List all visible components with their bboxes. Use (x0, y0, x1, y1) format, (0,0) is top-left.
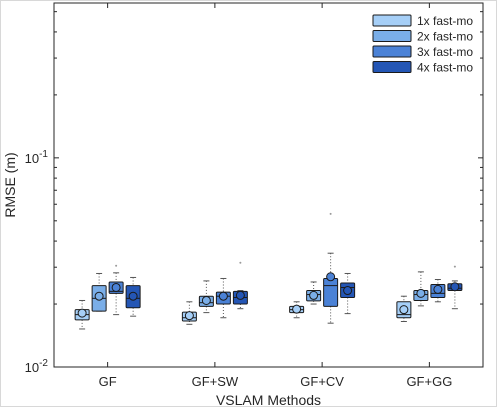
box (430, 279, 446, 303)
x-tick-label: GF+GG (406, 374, 452, 389)
x-axis-label: VSLAM Methods (216, 392, 321, 408)
mean-marker (128, 291, 138, 301)
mean-marker (184, 311, 194, 321)
legend-label: 2x fast-mo (417, 30, 473, 44)
box (340, 272, 356, 315)
box (91, 272, 107, 312)
mean-marker (235, 290, 245, 300)
mean-marker (450, 282, 460, 292)
legend-label: 3x fast-mo (417, 45, 473, 59)
box-iqr (323, 277, 339, 307)
box (215, 277, 231, 319)
box-groups (74, 212, 463, 330)
mean-marker (309, 290, 319, 300)
x-tick-label: GF+SW (192, 374, 239, 389)
box (181, 301, 197, 325)
legend-swatch (372, 14, 412, 27)
legend-swatch (372, 45, 412, 58)
mean-marker (399, 305, 409, 315)
y-tick-label: 10-1 (25, 149, 49, 166)
mean-marker (433, 284, 443, 294)
mean-marker (292, 304, 302, 314)
mean-marker (416, 288, 426, 298)
mean-marker (218, 291, 228, 301)
mean-marker (326, 272, 336, 282)
mean-marker (94, 291, 104, 301)
legend-swatch (372, 61, 412, 73)
mean-marker (343, 286, 353, 296)
box (323, 212, 339, 324)
legend-label: 1x fast-mo (417, 14, 473, 28)
legend-label: 4x fast-mo (417, 61, 473, 75)
legend-swatch (372, 30, 412, 42)
y-axis-label: RMSE (m) (2, 152, 18, 217)
x-tick-label: GF+CV (300, 374, 344, 389)
mean-marker (201, 295, 211, 305)
box (413, 271, 429, 307)
box (125, 276, 141, 317)
outlier-point (115, 264, 118, 267)
outlier-point (239, 261, 242, 264)
box (74, 299, 90, 330)
mean-marker (111, 282, 121, 292)
box (198, 280, 214, 314)
box (289, 301, 305, 319)
x-tick-label: GF (99, 374, 117, 389)
box (447, 265, 463, 310)
axes: 10-2 10-1 GF GF+SW GF+CV GF+GG (25, 3, 483, 389)
y-tick-label: 10-2 (25, 358, 49, 375)
box (108, 264, 124, 316)
outlier-point (453, 265, 456, 268)
mean-marker (77, 308, 87, 318)
box (306, 281, 322, 305)
box (232, 261, 248, 310)
box (396, 295, 412, 323)
outlier-point (329, 212, 332, 215)
